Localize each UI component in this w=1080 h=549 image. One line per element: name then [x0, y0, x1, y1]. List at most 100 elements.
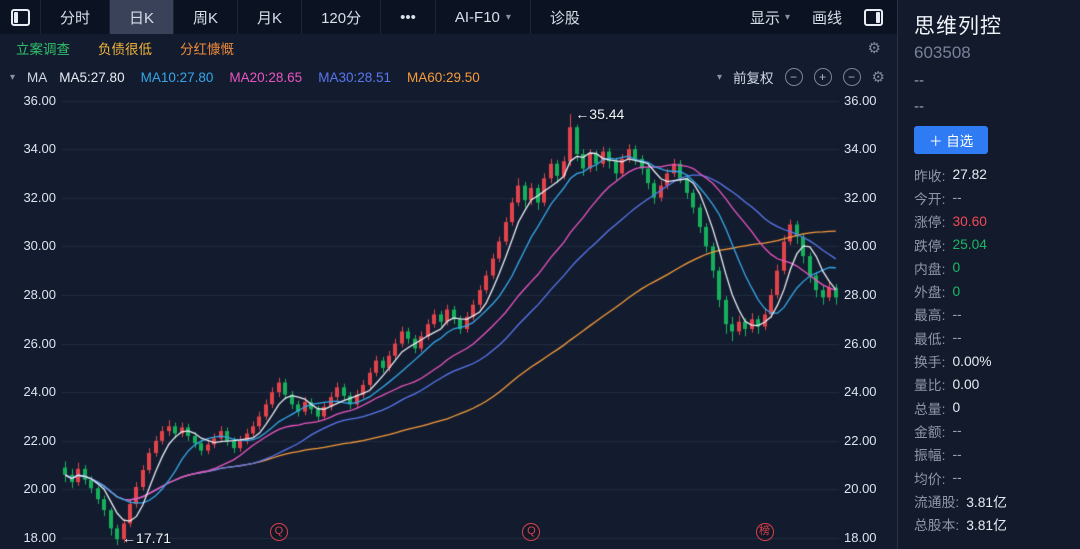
candlestick-canvas[interactable] — [62, 92, 839, 549]
stat-label: 量比: — [914, 378, 946, 394]
stat-label: 今开: — [914, 191, 946, 207]
stat-label: 昨收: — [914, 168, 946, 184]
stat-label: 总量: — [914, 401, 946, 417]
tab-more-periods[interactable]: ••• — [380, 0, 435, 34]
chart-settings-gear-icon[interactable]: ⚙ — [871, 69, 885, 86]
y-axis-label: 28.00 — [23, 286, 56, 302]
chart-region: 36.00 36.00 34.00 34.00 32.00 32.00 30.00 30.00… — [0, 92, 897, 549]
stat-row: 最高: -- — [914, 303, 1072, 326]
y-axis-label: 28.00 — [844, 286, 877, 302]
stat-value: -- — [952, 306, 962, 322]
tab-yue-k[interactable]: 月K — [237, 0, 301, 34]
event-marker-Q[interactable]: Q — [522, 523, 541, 541]
event-marker-Q[interactable]: Q — [269, 523, 288, 541]
chevron-down-icon: ▾ — [505, 11, 511, 23]
ma-bar: ▾ MA MA5:27.80 MA10:27.80 MA20:28.65 MA30:2… — [0, 62, 897, 92]
ma-value: MA60:29.50 — [407, 69, 480, 85]
y-axis-label: 22.00 — [844, 432, 877, 448]
stat-value: 25.04 — [952, 237, 987, 253]
y-axis-label: 30.00 — [23, 238, 56, 254]
stat-label: 外盘: — [914, 285, 946, 301]
y-axis-label: 26.00 — [23, 335, 56, 351]
stat-label: 换手: — [914, 355, 946, 371]
stat-value: 0 — [952, 260, 961, 276]
stock-name: 思维列控 — [914, 15, 1002, 38]
y-axis-label: 24.00 — [844, 384, 877, 400]
add-watchlist-button[interactable]: ＋ 自选 — [914, 126, 989, 154]
event-marker-榜[interactable]: 榜 — [755, 523, 774, 541]
y-axis-label: 24.00 — [23, 384, 56, 400]
stat-value: -- — [952, 423, 962, 439]
y-axis-label: 32.00 — [844, 189, 877, 205]
zoom-out-button[interactable]: − — [784, 68, 803, 86]
tab-ai-f10[interactable]: AI-F10 ▾ — [434, 0, 530, 34]
stat-row: 振幅: -- — [914, 443, 1072, 466]
tag-settings-gear-icon[interactable]: ⚙ — [867, 40, 881, 57]
y-axis-label: 20.00 — [23, 481, 56, 497]
y-axis-label: 36.00 — [23, 92, 56, 108]
stat-value: 0 — [952, 283, 961, 299]
stat-row: 总股本: 3.81亿 — [914, 512, 1072, 535]
ma-group-label: MA — [27, 69, 48, 85]
stock-tag-1[interactable]: 立案调查 — [16, 42, 70, 57]
stat-value: 0.00 — [952, 376, 980, 392]
window-button[interactable] — [0, 0, 40, 34]
tab-fenshi[interactable]: 分时 — [40, 0, 109, 34]
stat-value: -- — [952, 470, 962, 485]
stat-label: 最低: — [914, 331, 946, 347]
chevron-down-icon: ▾ — [784, 11, 790, 23]
collapse-chart-button[interactable]: − — [842, 68, 861, 86]
stat-row: 金额: -- — [914, 419, 1072, 442]
tab-zhou-k[interactable]: 周K — [173, 0, 237, 34]
ma-value: MA10:27.80 — [140, 69, 214, 85]
y-axis-label: 22.00 — [23, 432, 56, 448]
display-label: 显示 — [749, 9, 780, 27]
tab-ri-k[interactable]: 日K — [109, 0, 174, 34]
stat-label: 内盘: — [914, 261, 946, 277]
ma-value: MA5:27.80 — [59, 69, 125, 85]
y-axis-label: 26.00 — [844, 335, 877, 351]
stock-tag-3[interactable]: 分红慷慨 — [180, 42, 234, 57]
ma-value: MA20:28.65 — [229, 69, 303, 85]
price-annotation: ←17.71 — [122, 530, 172, 546]
ma-collapse-chevron-icon[interactable]: ▾ — [10, 71, 16, 83]
draw-line-button[interactable]: 画线 — [811, 9, 842, 27]
stat-label: 跌停: — [914, 238, 946, 254]
stat-value: 0.00% — [952, 353, 992, 369]
tab-zhengu[interactable]: 诊股 — [529, 0, 599, 34]
stat-row: 涨停: 30.60 — [914, 210, 1072, 233]
tag-bar: 立案调查 负债很低 分红慷慨 ⚙ — [0, 34, 897, 62]
tab-120min[interactable]: 120分 — [301, 0, 380, 34]
y-axis-label: 34.00 — [23, 141, 56, 157]
stat-label: 流通股: — [914, 494, 960, 510]
ma-bar-right: ▾ 前复权 − + − ⚙ — [717, 67, 885, 87]
stat-row: 外盘: 0 — [914, 279, 1072, 302]
stat-row: 最低: -- — [914, 326, 1072, 349]
stat-label: 总股本: — [914, 518, 960, 534]
stock-tag-2[interactable]: 负债很低 — [98, 42, 152, 57]
stat-row: 均价: -- — [914, 466, 1072, 489]
y-axis-label: 32.00 — [23, 189, 56, 205]
stat-row: 换手: 0.00% — [914, 349, 1072, 372]
stat-value: -- — [952, 330, 962, 346]
stat-row: 量比: 0.00 — [914, 373, 1072, 396]
stat-value: -- — [952, 446, 962, 462]
stat-rows: 昨收: 27.82 今开: -- 涨停: 30.60 跌停: 25.04 内盘: 0 外盘: 0 最高:… — [914, 163, 1072, 536]
stat-row: 今开: -- — [914, 186, 1072, 209]
zoom-in-button[interactable]: + — [813, 68, 832, 86]
price-change: -- — [914, 98, 924, 115]
stat-value: 3.81亿 — [966, 518, 1007, 534]
stat-value: 30.60 — [952, 213, 987, 229]
current-price: -- — [914, 72, 924, 89]
y-axis-label: 30.00 — [844, 238, 877, 254]
quote-panel: 思维列控 603508 -- -- ＋ 自选 昨收: 27.82 今开: -- 涨停: 3… — [897, 0, 1080, 549]
ma-value: MA30:28.51 — [318, 69, 392, 85]
stat-value: -- — [952, 190, 962, 206]
panel-right-icon — [864, 8, 883, 26]
y-axis-label: 18.00 — [844, 530, 877, 546]
panel-toggle-button[interactable] — [864, 8, 883, 26]
y-axis-label: 34.00 — [844, 141, 877, 157]
display-dropdown[interactable]: 显示 ▾ — [750, 7, 790, 28]
adjust-mode-dropdown[interactable]: 前复权 — [733, 71, 774, 86]
toolbar-tabs: 分时 日K 周K 月K 120分 ••• AI-F10 ▾ 诊股 — [40, 0, 599, 34]
